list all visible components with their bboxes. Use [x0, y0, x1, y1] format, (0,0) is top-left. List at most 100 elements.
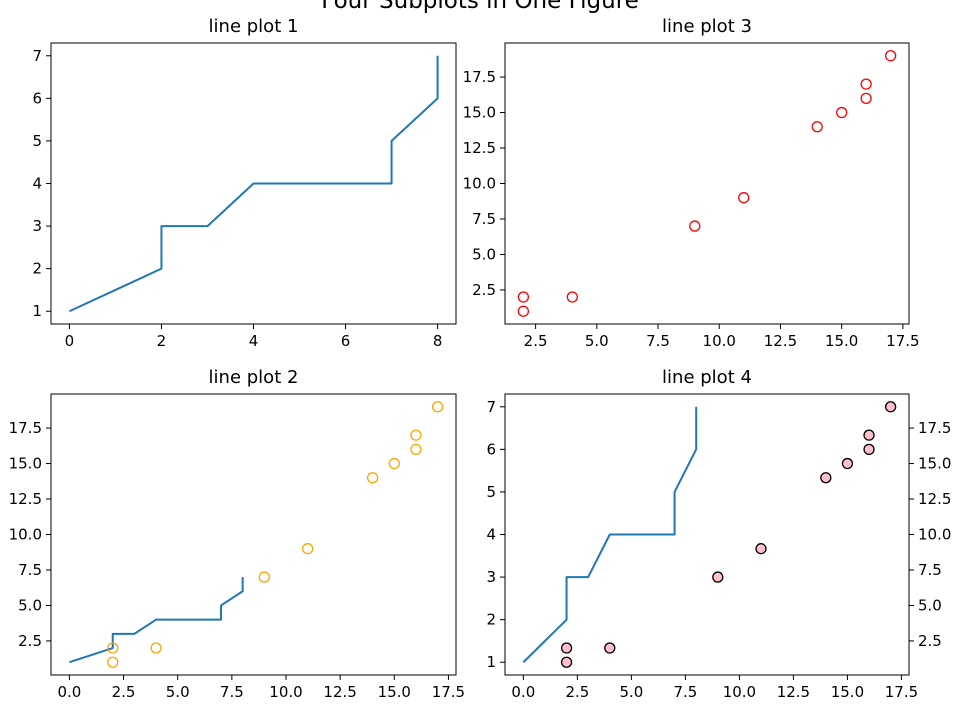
plot-area — [522, 401, 897, 668]
x-tick-label: 5.0 — [619, 683, 643, 701]
scatter-point — [301, 543, 314, 555]
x-tick-label: 17.5 — [885, 683, 918, 701]
scatter-point — [863, 443, 875, 455]
y-tick-label: 7.5 — [472, 210, 496, 228]
x-tick-label: 2.5 — [524, 332, 548, 350]
scatter-point — [560, 656, 573, 668]
scatter-point — [860, 92, 872, 104]
subplots: line plot 1 0 2 4 6 8 1 2 3 4 5 6 7 line plot 2 0.0 2.5… — [9, 16, 952, 701]
scatter-point — [366, 472, 379, 484]
x-tick-label: 7.5 — [646, 332, 670, 350]
y-tick-label: 5 — [486, 483, 496, 501]
y-tick-label: 15.0 — [9, 455, 42, 473]
x-tick-label: 17.5 — [886, 332, 919, 350]
y-tick-label: 4 — [486, 526, 496, 544]
x-tick-label: 12.5 — [777, 683, 810, 701]
axes-frame — [50, 42, 457, 325]
y-tick-label: 17.5 — [9, 419, 42, 437]
y-tick-label: 3 — [486, 568, 496, 586]
y-tick-label: 7 — [486, 398, 496, 416]
scatter-point — [107, 642, 119, 654]
y2-tick-label: 12.5 — [918, 490, 951, 508]
y2-tick-label: 17.5 — [918, 419, 951, 437]
x-tick-label: 12.5 — [323, 683, 356, 701]
x-tick-label: 0 — [65, 332, 75, 350]
scatter-point — [258, 571, 270, 583]
x-tick-label: 8 — [433, 332, 443, 350]
series-line — [68, 55, 439, 313]
y-tick-label: 3 — [32, 217, 42, 235]
subplot-1: line plot 1 0 2 4 6 8 1 2 3 4 5 6 7 — [32, 16, 457, 350]
scatter-point — [431, 401, 444, 413]
y-tick-label: 10.0 — [9, 526, 42, 544]
x-tick-label: 7.5 — [673, 683, 697, 701]
y-tick-label: 12.5 — [463, 139, 496, 157]
y-tick-label: 7 — [32, 47, 42, 65]
x-tick-label: 4 — [249, 332, 259, 350]
scatter-point — [410, 443, 422, 455]
subplot-4: line plot 40.0 2.5 5.0 7.5 10.0 12.5 15.0 17.51… — [486, 367, 951, 701]
scatter-point — [410, 429, 422, 441]
y-tick-label: 5 — [32, 132, 42, 150]
y2-tick-label: 5.0 — [918, 596, 942, 614]
scatter-point — [884, 50, 897, 62]
y-tick-label: 2 — [486, 611, 496, 629]
x-tick-label: 15.0 — [378, 683, 411, 701]
x-tick-label: 0.0 — [511, 683, 535, 701]
y-tick-label: 6 — [486, 440, 496, 458]
y2-tick-label: 2.5 — [918, 632, 942, 650]
scatter-point — [884, 401, 897, 413]
subplot-title: line plot 3 — [662, 16, 752, 37]
scatter-point — [863, 429, 875, 441]
x-tick-label: 17.5 — [432, 683, 465, 701]
y-tick-label: 12.5 — [9, 490, 42, 508]
scatter-point — [517, 305, 530, 317]
subplot-title: line plot 4 — [662, 367, 752, 388]
plot-area — [69, 401, 444, 668]
scatter-point — [820, 472, 832, 484]
y-tick-label: 5.0 — [18, 596, 42, 614]
y-tick-label: 1 — [486, 653, 496, 671]
y-tick-label: 4 — [32, 175, 42, 193]
y-tick-label: 5.0 — [472, 245, 496, 263]
x-tick-label: 2 — [157, 332, 167, 350]
scatter-point — [836, 106, 848, 119]
x-tick-label: 6 — [341, 332, 351, 350]
axes-frame — [504, 42, 910, 325]
x-tick-label: 15.0 — [825, 332, 858, 350]
scatter-point — [755, 543, 767, 555]
y2-tick-label: 7.5 — [918, 561, 942, 579]
x-tick-label: 15.0 — [831, 683, 864, 701]
series-line — [522, 406, 698, 663]
x-tick-label: 2.5 — [565, 683, 589, 701]
y-tick-label: 1 — [32, 302, 42, 320]
y-tick-label: 6 — [32, 89, 42, 107]
scatter-point — [560, 642, 573, 654]
y-tick-label: 2.5 — [18, 632, 42, 650]
y2-tick-label: 15.0 — [918, 455, 951, 473]
scatter-point — [712, 571, 724, 583]
x-tick-label: 10.0 — [703, 332, 736, 350]
x-tick-label: 10.0 — [723, 683, 756, 701]
scatter-point — [388, 457, 400, 470]
axes-frame — [50, 393, 457, 676]
axes-frame — [504, 393, 910, 676]
subplot-title: line plot 2 — [209, 367, 299, 388]
scatter-point — [604, 642, 616, 654]
scatter-point — [811, 121, 823, 133]
y-tick-label: 2 — [32, 260, 42, 278]
y-tick-label: 10.0 — [463, 175, 496, 193]
subplot-title: line plot 1 — [209, 16, 299, 37]
x-tick-label: 5.0 — [585, 332, 609, 350]
x-tick-label: 2.5 — [112, 683, 136, 701]
scatter-point — [841, 457, 854, 470]
x-tick-label: 10.0 — [269, 683, 302, 701]
scatter-point — [517, 291, 530, 303]
scatter-point — [566, 291, 578, 303]
scatter-point — [689, 220, 701, 232]
figure-title: Four Subplots in One Figure — [321, 0, 639, 14]
subplot-2: line plot 2 0.0 2.5 5.0 7.5 10.0 12.5 15.0 17.5 2… — [9, 367, 466, 701]
y-tick-label: 15.0 — [463, 104, 496, 122]
